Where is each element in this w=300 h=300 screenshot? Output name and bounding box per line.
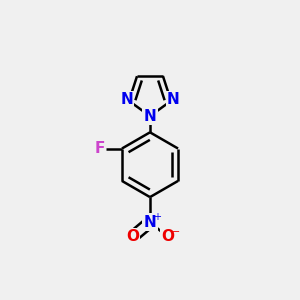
Text: −: − — [172, 227, 180, 237]
Text: N: N — [167, 92, 180, 107]
Text: +: + — [153, 212, 161, 222]
Text: N: N — [144, 214, 156, 230]
Text: N: N — [120, 92, 133, 107]
Text: N: N — [144, 109, 156, 124]
Text: O: O — [126, 230, 139, 244]
Text: O: O — [161, 230, 174, 244]
Text: F: F — [95, 141, 105, 156]
